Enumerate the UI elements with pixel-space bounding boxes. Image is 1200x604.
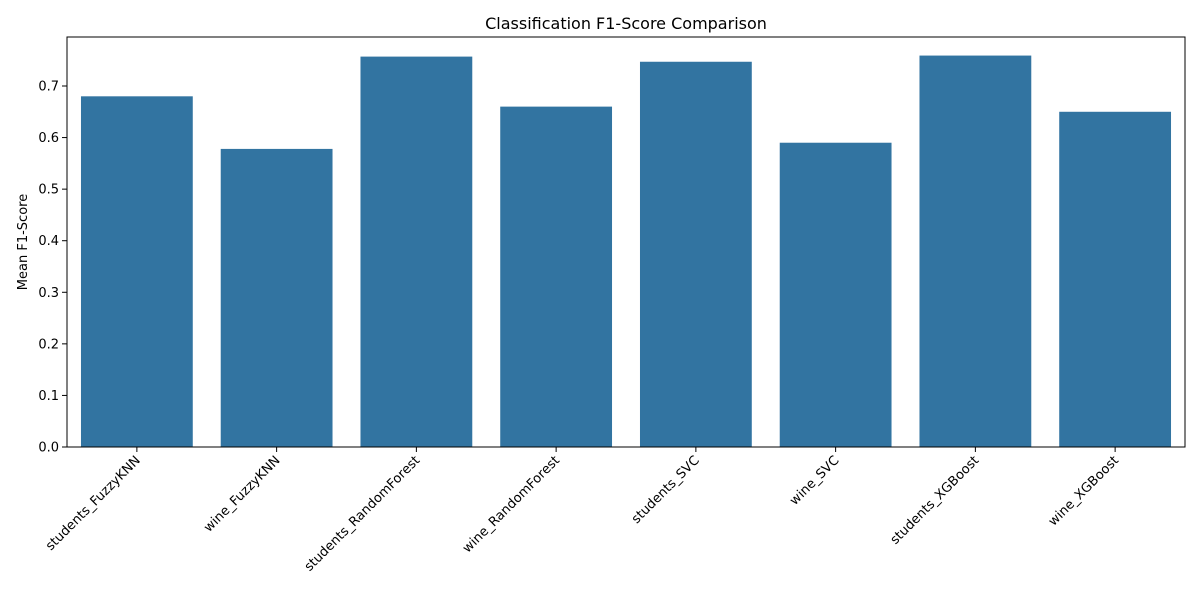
x-tick-label-wine_XGBoost: wine_XGBoost <box>1046 453 1122 529</box>
bar-wine_XGBoost <box>1059 111 1172 447</box>
bar-students_XGBoost <box>919 55 1032 447</box>
bars-layer <box>80 55 1172 448</box>
axes-layer <box>66 36 1186 448</box>
y-tick-label: 0.2 <box>38 337 59 352</box>
y-tick-label: 0.1 <box>38 389 59 404</box>
x-tick-label-wine_RandomForest: wine_RandomForest <box>460 453 563 556</box>
bar-wine_SVC <box>779 142 892 447</box>
x-tick-label-students_FuzzyKNN: students_FuzzyKNN <box>43 453 144 554</box>
bar-wine_RandomForest <box>500 106 613 448</box>
bar-students_FuzzyKNN <box>80 96 193 447</box>
y-tick-label: 0.0 <box>38 441 59 456</box>
x-tick-label-students_XGBoost: students_XGBoost <box>888 453 983 548</box>
y-tick-label: 0.6 <box>38 131 59 146</box>
plot-frame <box>66 36 1186 448</box>
chart-title: Classification F1-Score Comparison <box>485 14 767 33</box>
x-tick-label-wine_SVC: wine_SVC <box>787 453 842 508</box>
x-tick-label-wine_FuzzyKNN: wine_FuzzyKNN <box>201 453 283 535</box>
x-tick-label-students_RandomForest: students_RandomForest <box>302 453 423 574</box>
y-tick-label: 0.3 <box>38 286 59 301</box>
bar-students_SVC <box>639 61 752 447</box>
y-tick-label: 0.5 <box>38 183 59 198</box>
y-axis-label: Mean F1-Score <box>16 194 31 290</box>
bar-students_RandomForest <box>360 56 473 447</box>
x-tick-label-students_SVC: students_SVC <box>629 453 703 527</box>
y-tick-label: 0.4 <box>38 234 59 249</box>
y-tick-label: 0.7 <box>38 79 59 94</box>
bar-wine_FuzzyKNN <box>220 148 333 447</box>
